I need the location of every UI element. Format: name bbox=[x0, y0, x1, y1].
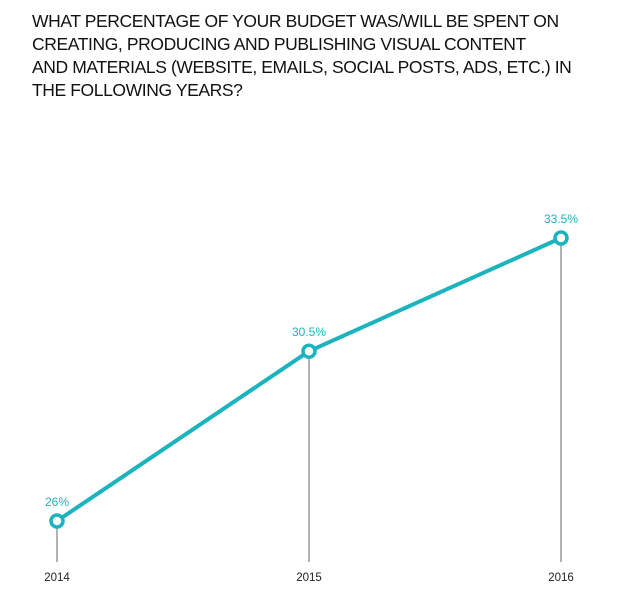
drop-lines bbox=[56, 238, 562, 562]
chart-title: WHAT PERCENTAGE OF YOUR BUDGET WAS/WILL … bbox=[32, 10, 622, 102]
data-point-2015 bbox=[301, 343, 317, 359]
data-point-2014 bbox=[49, 513, 65, 529]
x-tick-2014: 2014 bbox=[44, 572, 70, 584]
chart-title-line-4: THE FOLLOWING YEARS? bbox=[32, 80, 243, 100]
data-label-2014: 26% bbox=[45, 495, 69, 509]
data-label-2015: 30.5% bbox=[292, 325, 326, 339]
data-label-2016: 33.5% bbox=[544, 212, 578, 226]
x-tick-2016: 2016 bbox=[548, 572, 574, 584]
chart-title-line-3: AND MATERIALS (WEBSITE, EMAILS, SOCIAL P… bbox=[32, 57, 572, 77]
data-point-2016 bbox=[553, 230, 569, 246]
chart-title-line-1: WHAT PERCENTAGE OF YOUR BUDGET WAS/WILL … bbox=[32, 11, 559, 31]
data-labels: 26% 30.5% 33.5% bbox=[45, 212, 578, 509]
chart-title-line-2: CREATING, PRODUCING AND PUBLISHING VISUA… bbox=[32, 34, 526, 54]
data-points bbox=[49, 230, 569, 529]
x-tick-2015: 2015 bbox=[296, 572, 322, 584]
x-axis-ticks: 2014 2015 2016 bbox=[44, 572, 574, 584]
